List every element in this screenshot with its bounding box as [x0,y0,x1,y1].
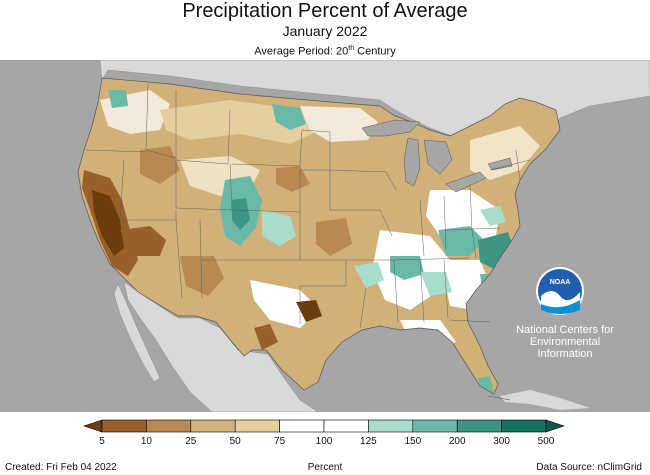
legend-swatch [456,419,502,433]
data-source: Data Source: nClimGrid [536,462,642,473]
legend-swatch [279,419,325,433]
legend-swatch-above [545,419,565,433]
near-normal-region [470,126,540,180]
legend-swatch [190,419,236,433]
cuba-island [500,390,590,410]
above-normal-region [232,198,250,230]
created-date: Created: Fri Feb 04 2022 [5,462,117,473]
legend-tick-label: 10 [141,436,153,447]
lake-ontario [487,157,513,171]
legend-unit: Percent [307,462,343,473]
map-title: Precipitation Percent of Average [182,0,468,22]
legend-tick-label: 50 [230,436,242,447]
far-below-normal-region [254,324,278,350]
legend-tick-label: 500 [538,436,555,447]
legend-tick-label: 5 [99,436,105,447]
ncei-label: National Centers for Environmental Infor… [506,324,624,360]
noaa-logo-wave [541,300,580,314]
map-subtitle: January 2022 [282,23,368,39]
far-below-normal-region [276,166,310,192]
far-below-normal-region [296,300,322,322]
lake-michigan [403,137,421,187]
legend-swatch [368,419,414,433]
noaa-logo-text: NOAA [550,279,571,286]
above-normal-region [390,256,424,280]
ncei-label-line-1: National Centers for [516,324,614,336]
legend-swatch [101,419,147,433]
ncei-label-line-2: Environmental [529,336,601,348]
legend-swatch [146,419,192,433]
baja-peninsula [113,283,161,383]
near-normal-region [250,280,320,328]
legend-tick-label: 300 [493,436,510,447]
above-normal-region [108,90,128,108]
far-below-normal-region [180,256,224,296]
florida-keys [487,395,511,401]
near-normal-region [300,106,378,142]
above-normal-region [262,210,296,246]
period-suffix: Century [354,45,396,58]
far-below-normal-region [316,218,352,256]
conus-outline [77,77,561,395]
state-boundaries [85,83,531,329]
precipitation-map: NOAA [0,60,650,412]
ncei-label-line-3: Information [537,348,593,360]
legend-swatch [501,419,547,433]
legend-tick-label: 200 [449,436,466,447]
period-prefix: Average Period: 20 [254,45,349,58]
above-normal-region [272,104,306,130]
lake-erie [445,171,487,193]
legend-tick-label: 25 [185,436,197,447]
mexico-landmass [123,281,319,412]
legend-swatch [412,419,458,433]
legend-tick-label: 150 [404,436,421,447]
legend-swatch [323,419,369,433]
legend-tick-label: 100 [316,436,333,447]
legend-tick-label: 125 [360,436,377,447]
noaa-logo: NOAA [536,267,584,315]
legend-swatch [234,419,280,433]
lake-huron [423,139,453,175]
above-normal-region [420,272,452,296]
far-below-normal-region [140,146,180,184]
legend-tick-label: 75 [274,436,286,447]
legend-swatch-below [83,419,103,433]
period-superscript: th [348,45,355,52]
average-period: Average Period: 20th Century [0,42,650,59]
far-below-normal-region [120,226,166,256]
lake-superior [361,119,421,137]
color-legend: 5 10 25 50 75 100 125 150 200 300 500 [82,418,566,458]
far-below-normal-region [92,190,124,256]
above-normal-region [354,262,384,288]
above-normal-region [480,206,506,226]
